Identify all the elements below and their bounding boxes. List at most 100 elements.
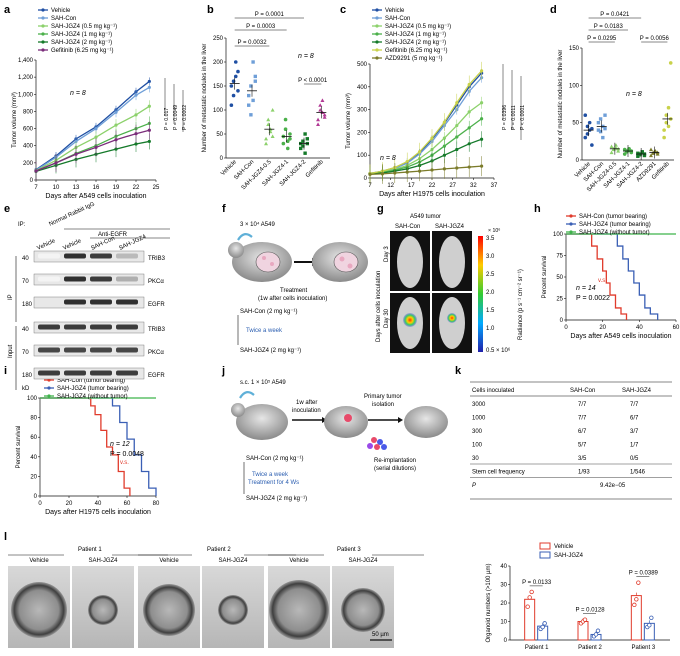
data-point xyxy=(648,153,653,158)
series-line xyxy=(35,140,150,173)
scale-tick: 2.0 xyxy=(486,290,495,296)
data-point xyxy=(303,132,307,136)
j-reimpl: Re-implantation xyxy=(374,458,416,464)
legend-marker xyxy=(375,16,379,20)
data-point xyxy=(638,153,642,157)
data-point xyxy=(636,154,640,158)
legend-marker xyxy=(41,24,45,28)
anti-egfr-label: Anti-EGFR xyxy=(98,232,128,238)
data-point xyxy=(247,93,251,98)
y-tick-label: 200 xyxy=(213,60,224,66)
k-cell: Stem cell frequency xyxy=(472,470,525,476)
x-tick-label: 20 xyxy=(599,325,606,331)
legend-label: SAH-JGZ4 (2 mg kg⁻¹) xyxy=(51,40,112,46)
data-point xyxy=(94,126,98,131)
data-point xyxy=(662,128,666,132)
y-tick-label: 0 xyxy=(30,178,34,184)
f-twice-label: Twice a week xyxy=(246,328,283,334)
blot-strip xyxy=(33,344,145,357)
data-point xyxy=(270,108,275,112)
chart-b-metastatic-nodules: 0 50 100 150 200 250 Number of metastatic nodu… xyxy=(202,12,330,191)
x-tick-label: 7 xyxy=(368,183,372,189)
legend-label: SAH-JGZ4 (without tumor) xyxy=(579,230,650,236)
data-point xyxy=(467,82,471,87)
data-point xyxy=(622,152,627,156)
mw-marker: 70 xyxy=(22,279,29,285)
blot-strip xyxy=(33,367,145,380)
panel-letter-e: e xyxy=(4,203,10,215)
band-label: TRIB3 xyxy=(148,327,166,333)
y-axis-label: Number of metastatic nodules in the live… xyxy=(558,50,564,159)
p-value: P = 0.0001 xyxy=(255,12,285,18)
data-point xyxy=(233,74,238,79)
g-row1: Day 3 xyxy=(384,246,390,262)
data-point xyxy=(253,79,257,83)
input-side-label: Input xyxy=(8,344,14,358)
legend-marker xyxy=(375,40,379,44)
data-point xyxy=(442,120,446,124)
k-cell: 30 xyxy=(472,456,479,462)
y-axis-label: Percent survival xyxy=(16,426,22,469)
x-tick-label: 19 xyxy=(113,185,120,191)
data-point xyxy=(603,113,607,117)
data-point xyxy=(593,632,599,637)
x-axis-label: Days after A549 cells inoculation xyxy=(45,193,146,200)
organoid xyxy=(11,582,67,638)
k-header: Cells inoculated xyxy=(472,388,514,394)
x-tick-label: 13 xyxy=(73,185,80,191)
luminescence-signal xyxy=(403,313,417,327)
k-cell: 7/7 xyxy=(630,402,639,408)
blot-band xyxy=(116,276,138,282)
k-cell: 1000 xyxy=(472,416,486,422)
data-point xyxy=(634,597,639,602)
legend-label: SAH-JGZ4 (1 mg kg⁻¹) xyxy=(51,32,112,38)
data-point xyxy=(229,103,234,107)
organoid xyxy=(143,584,195,636)
p-value: P = 0.0396 xyxy=(502,105,508,130)
k-cell: 300 xyxy=(472,429,483,435)
ip-side-label: IP xyxy=(8,294,14,300)
blot-band xyxy=(38,324,60,330)
data-point xyxy=(609,150,614,155)
vs-label: v.s. xyxy=(120,460,129,466)
category-label: Patient 3 xyxy=(631,645,655,651)
blot-band xyxy=(38,253,60,259)
data-point xyxy=(480,117,484,121)
organoid xyxy=(341,588,385,632)
x-tick-label: 0 xyxy=(38,501,42,507)
p-value: P = 0.0421 xyxy=(600,12,630,18)
f-cells-label: 3 × 10⁴ A549 xyxy=(240,221,275,228)
blot-band xyxy=(38,370,60,376)
kd-label: kD xyxy=(22,386,30,392)
y-tick-label: 0 xyxy=(504,638,508,644)
data-point xyxy=(94,145,98,150)
data-point xyxy=(529,589,534,595)
chart-l-organoid-bars: 0 10 20 30 40 Organoid numbers (>100 µm) Patie… xyxy=(486,542,670,651)
data-point xyxy=(430,168,434,172)
ip-label: IP: xyxy=(18,222,26,228)
j-serial: (serial dilutions) xyxy=(374,466,416,472)
y-tick-label: 50 xyxy=(572,121,579,127)
data-point xyxy=(114,123,118,127)
data-point xyxy=(598,129,603,134)
data-point xyxy=(583,135,588,140)
blot-band xyxy=(64,370,86,376)
data-point xyxy=(134,113,138,117)
k-cell: 1/546 xyxy=(630,470,646,476)
data-point xyxy=(322,112,327,117)
legend-marker xyxy=(47,386,51,390)
data-point xyxy=(74,152,78,156)
patient-label: Patient 2 xyxy=(207,547,231,553)
series-line xyxy=(369,138,482,175)
blot-band xyxy=(116,370,138,376)
data-point xyxy=(587,120,592,125)
data-point xyxy=(285,146,290,151)
legend-label: SAH-JGZ4 (0.5 mg kg⁻¹) xyxy=(385,24,451,30)
g-side-label: Days after cells inoculation xyxy=(376,271,382,342)
radiance-label: Radiance (p s⁻¹ cm⁻² sr⁻¹) xyxy=(518,269,524,340)
y-tick-label: 800 xyxy=(23,109,34,115)
y-tick-label: 1,200 xyxy=(18,75,34,81)
data-point xyxy=(632,602,637,608)
